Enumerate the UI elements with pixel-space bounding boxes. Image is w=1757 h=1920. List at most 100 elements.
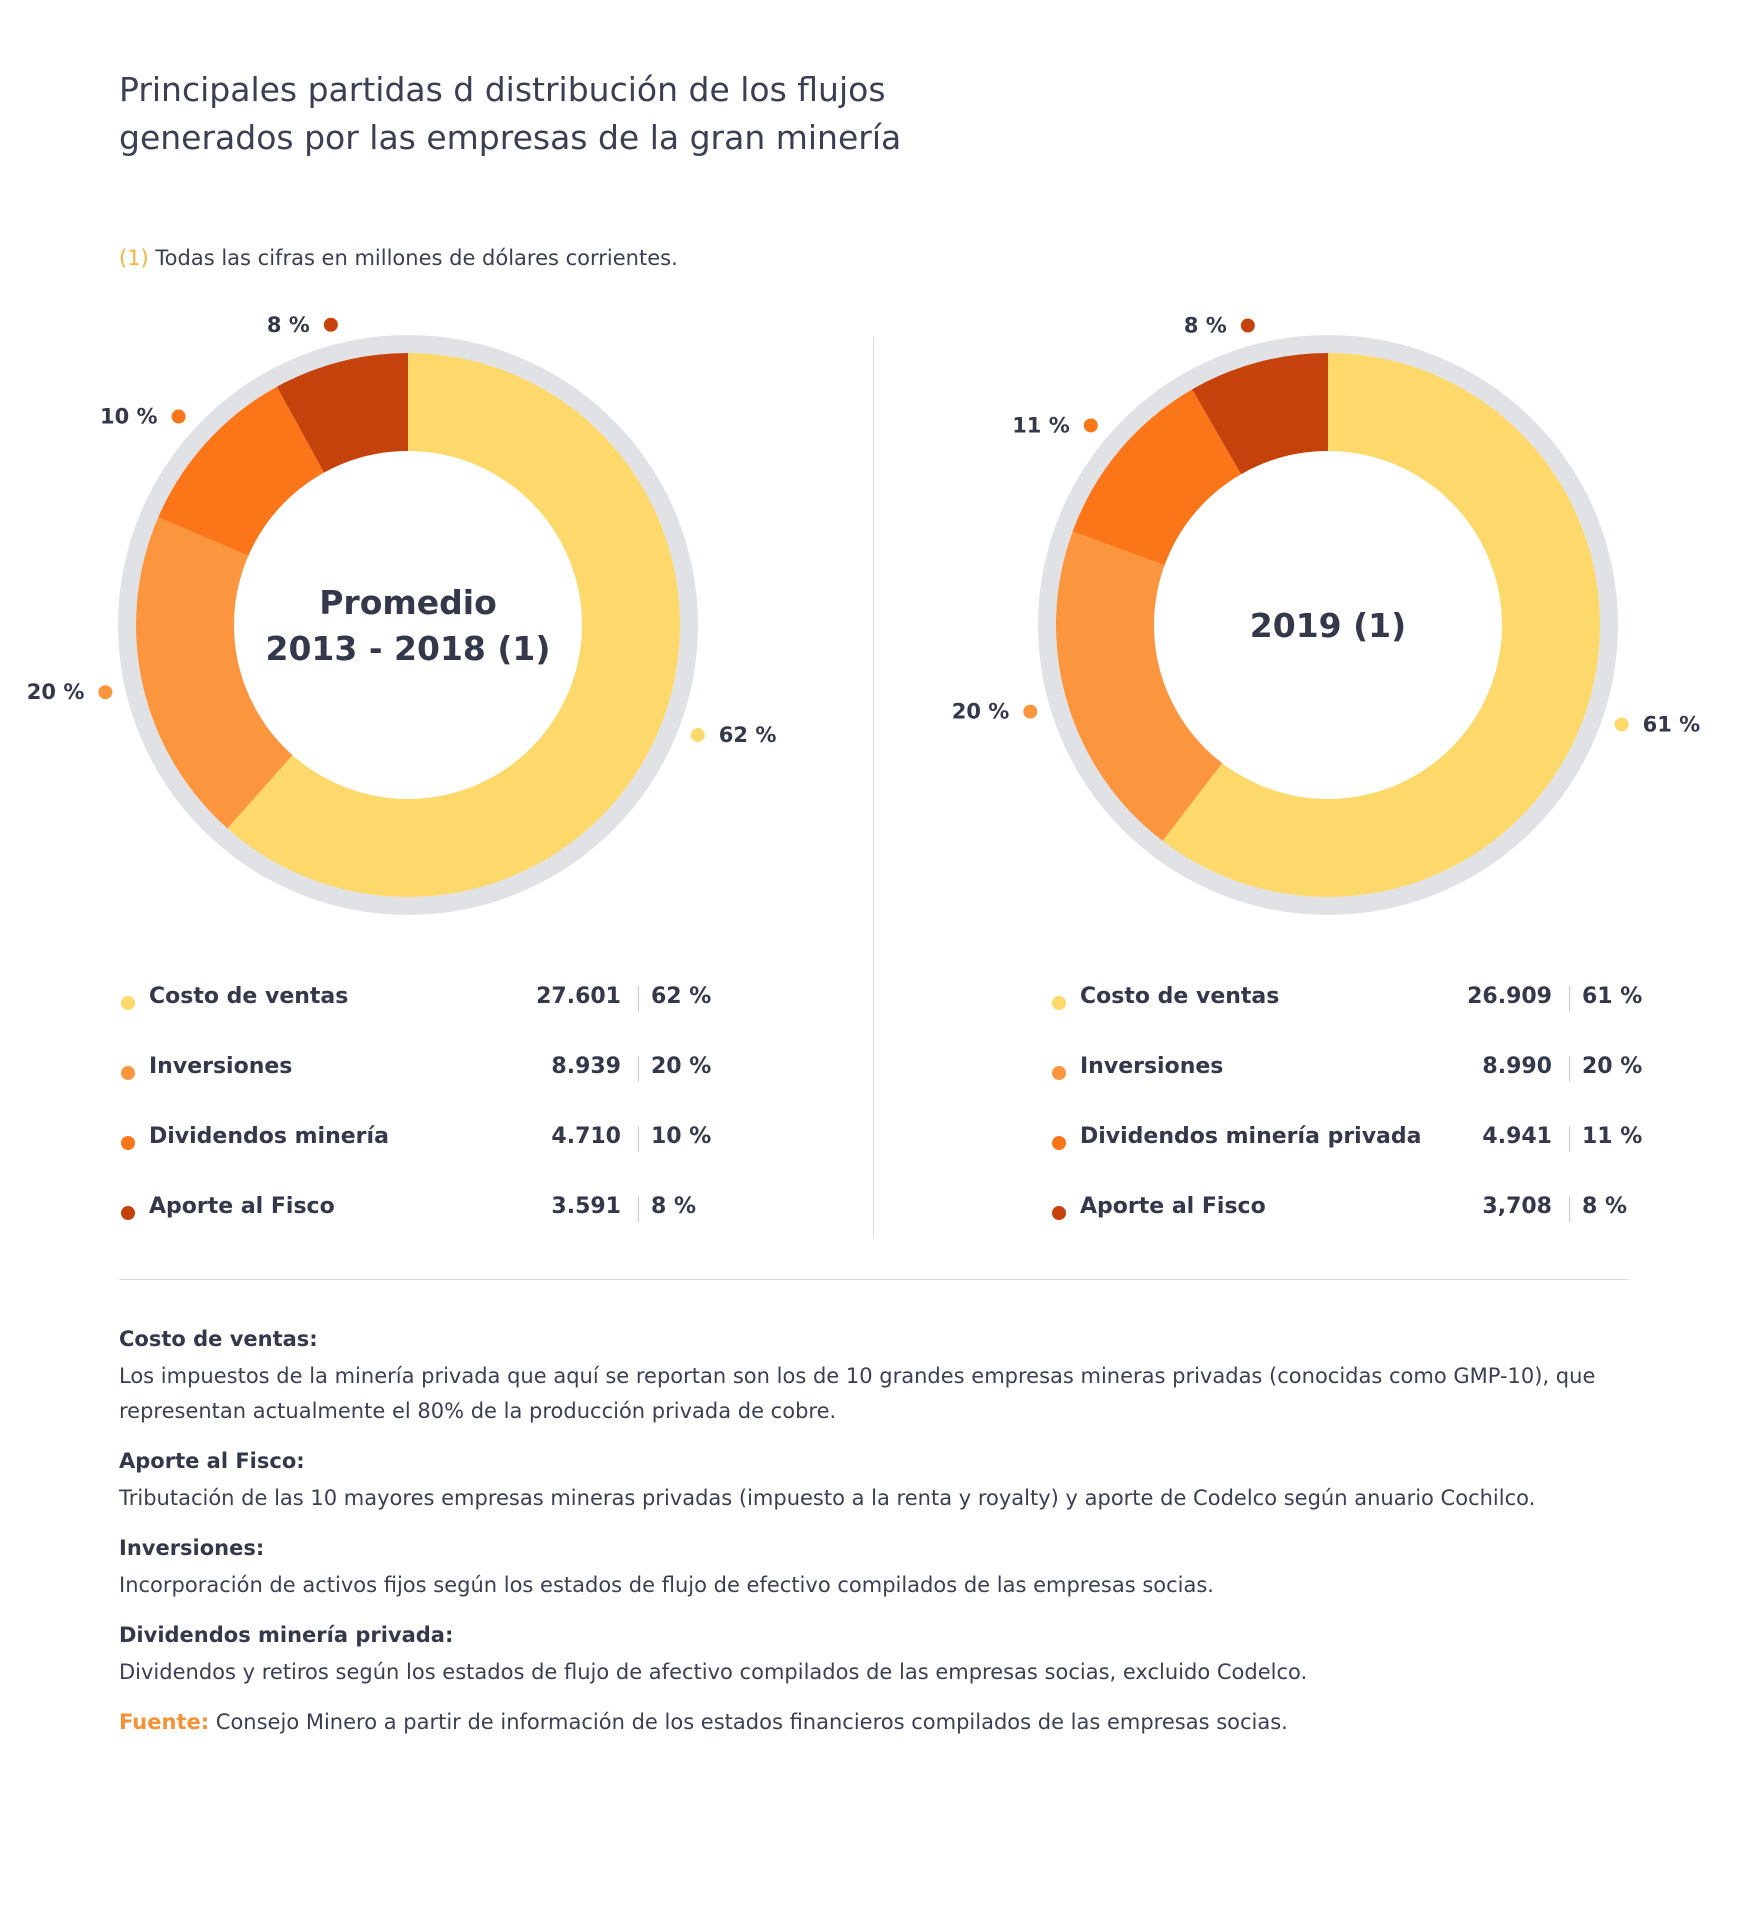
donut-slice	[158, 386, 325, 557]
legend-row: Aporte al Fisco 3.591 8 %	[119, 1194, 705, 1264]
legend-row: Costo de ventas 26.909 61 %	[1050, 984, 1642, 1054]
page-title: Principales partidas d distribución de l…	[119, 66, 1019, 162]
legend-percent: 20 %	[1582, 1054, 1643, 1079]
definition-aporte-al-fisco: Aporte al Fisco: Tributación de las 10 m…	[119, 1449, 1639, 1516]
legend-percent: 62 %	[651, 984, 712, 1009]
legend-separator	[1569, 1126, 1570, 1152]
slice-label-dot	[1023, 704, 1038, 719]
donut-chart-1: 61 % 20 % 11 % 8 % 2019 (1)	[952, 314, 1700, 915]
source-text: Consejo Minero a partir de información d…	[209, 1710, 1288, 1734]
legend-percent: 8 %	[651, 1194, 697, 1219]
legend-separator	[1569, 986, 1570, 1012]
legend-label: Dividendos minería	[149, 1124, 389, 1149]
donut-slice	[136, 517, 293, 829]
vertical-divider	[873, 337, 874, 1237]
legend-separator	[638, 1196, 639, 1222]
donut-center-label: 2019 (1)	[1250, 606, 1406, 645]
legend-value: 26.909	[1467, 984, 1552, 1009]
legend-label: Aporte al Fisco	[1080, 1194, 1266, 1219]
donut-center-label: 2013 - 2018 (1)	[266, 629, 551, 668]
definition-costo-de-ventas: Costo de ventas: Los impuestos de la min…	[119, 1327, 1639, 1429]
definitions: Costo de ventas: Los impuestos de la min…	[119, 1327, 1639, 1734]
title-line-2: generados por las empresas de la gran mi…	[119, 118, 902, 157]
legend-row: Costo de ventas 27.601 62 %	[119, 984, 711, 1054]
legend-row: Dividendos minería 4.710 10 %	[119, 1124, 711, 1194]
legend-separator	[638, 986, 639, 1012]
legend-label: Costo de ventas	[1080, 984, 1280, 1009]
donut-slice	[227, 353, 680, 897]
slice-label: 20 %	[27, 680, 85, 704]
legend-row: Inversiones 8.939 20 %	[119, 1054, 711, 1124]
legend-dot	[1052, 1206, 1066, 1220]
slice-label-dot	[1240, 318, 1255, 333]
definition-text: Incorporación de activos fijos según los…	[119, 1573, 1214, 1597]
legend-label: Dividendos minería privada	[1080, 1124, 1422, 1149]
slice-label: 8 %	[267, 313, 310, 337]
legend-dot	[121, 1206, 135, 1220]
legend-separator	[1569, 1196, 1570, 1222]
legend-dot	[1052, 1136, 1066, 1150]
donut-slice	[1192, 353, 1328, 475]
legend-percent: 11 %	[1582, 1124, 1643, 1149]
legend-value: 3.591	[551, 1194, 621, 1219]
slice-label: 11 %	[1012, 413, 1070, 437]
horizontal-divider	[119, 1279, 1629, 1280]
legend-label: Inversiones	[149, 1054, 293, 1079]
legend-separator	[638, 1056, 639, 1082]
source-note: Fuente: Consejo Minero a partir de infor…	[119, 1710, 1639, 1734]
legend-percent: 61 %	[1582, 984, 1643, 1009]
legend-percent: 20 %	[651, 1054, 712, 1079]
definition-text: Los impuestos de la minería privada que …	[119, 1364, 1596, 1423]
definition-text: Dividendos y retiros según los estados d…	[119, 1660, 1308, 1684]
title-line-1: Principales partidas d distribución de l…	[119, 70, 886, 109]
legend-separator	[638, 1126, 639, 1152]
slice-label-dot	[1614, 717, 1629, 732]
donut-chart-0: 62 % 20 % 10 % 8 % Promedio 2013 - 2018 (1)	[27, 313, 777, 915]
note-reference: (1)	[119, 246, 149, 270]
legend-separator	[1569, 1056, 1570, 1082]
definition-term: Costo de ventas:	[119, 1327, 318, 1351]
legend-row: Aporte al Fisco 3,708 8 %	[1050, 1194, 1636, 1264]
note-text: Todas las cifras en millones de dólares …	[148, 246, 678, 270]
definition-term: Dividendos minería privada:	[119, 1623, 454, 1647]
legend-dot	[1052, 996, 1066, 1010]
legend-value: 8.990	[1482, 1054, 1552, 1079]
slice-label: 61 %	[1643, 713, 1701, 737]
slice-label: 10 %	[100, 405, 158, 429]
legend-dot	[121, 1066, 135, 1080]
donut-charts: 62 % 20 % 10 % 8 % Promedio 2013 - 2018 (1) 61…	[27, 313, 1700, 915]
definition-dividendos: Dividendos minería privada: Dividendos y…	[119, 1623, 1639, 1690]
donut-slice	[1055, 531, 1223, 841]
legend-percent: 10 %	[651, 1124, 712, 1149]
slice-label-dot	[171, 409, 186, 424]
legend-value: 3,708	[1482, 1194, 1552, 1219]
legend-percent: 8 %	[1582, 1194, 1628, 1219]
legend-label: Inversiones	[1080, 1054, 1224, 1079]
slice-label: 8 %	[1184, 314, 1227, 338]
legend-value: 4.941	[1482, 1124, 1552, 1149]
legend-value: 4.710	[551, 1124, 621, 1149]
legend-promedio: Costo de ventas 27.601 62 % Inversiones 8.93…	[119, 984, 711, 1264]
legend-2019: Costo de ventas 26.909 61 % Inversiones 8.99…	[1050, 984, 1642, 1264]
legend-value: 8.939	[551, 1054, 621, 1079]
legend-dot	[1052, 1066, 1066, 1080]
source-label: Fuente:	[119, 1710, 210, 1734]
legend-dot	[121, 996, 135, 1010]
slice-label: 20 %	[952, 700, 1010, 724]
donut-slice	[276, 353, 408, 473]
definition-term: Inversiones:	[119, 1536, 265, 1560]
definition-inversiones: Inversiones: Incorporación de activos fi…	[119, 1536, 1639, 1603]
slice-label: 62 %	[719, 723, 777, 747]
legend-label: Costo de ventas	[149, 984, 349, 1009]
slice-label-dot	[690, 728, 705, 743]
legend-dot	[121, 1136, 135, 1150]
legend-label: Aporte al Fisco	[149, 1194, 335, 1219]
legend-row: Inversiones 8.990 20 %	[1050, 1054, 1642, 1124]
definition-term: Aporte al Fisco:	[119, 1449, 305, 1473]
definition-text: Tributación de las 10 mayores empresas m…	[119, 1486, 1536, 1510]
slice-label-dot	[323, 317, 338, 332]
donut-slice	[1162, 353, 1600, 898]
currency-note: (1) Todas las cifras en millones de dóla…	[119, 246, 678, 270]
slice-label-dot	[98, 685, 113, 700]
donut-center-label: Promedio	[319, 583, 497, 622]
